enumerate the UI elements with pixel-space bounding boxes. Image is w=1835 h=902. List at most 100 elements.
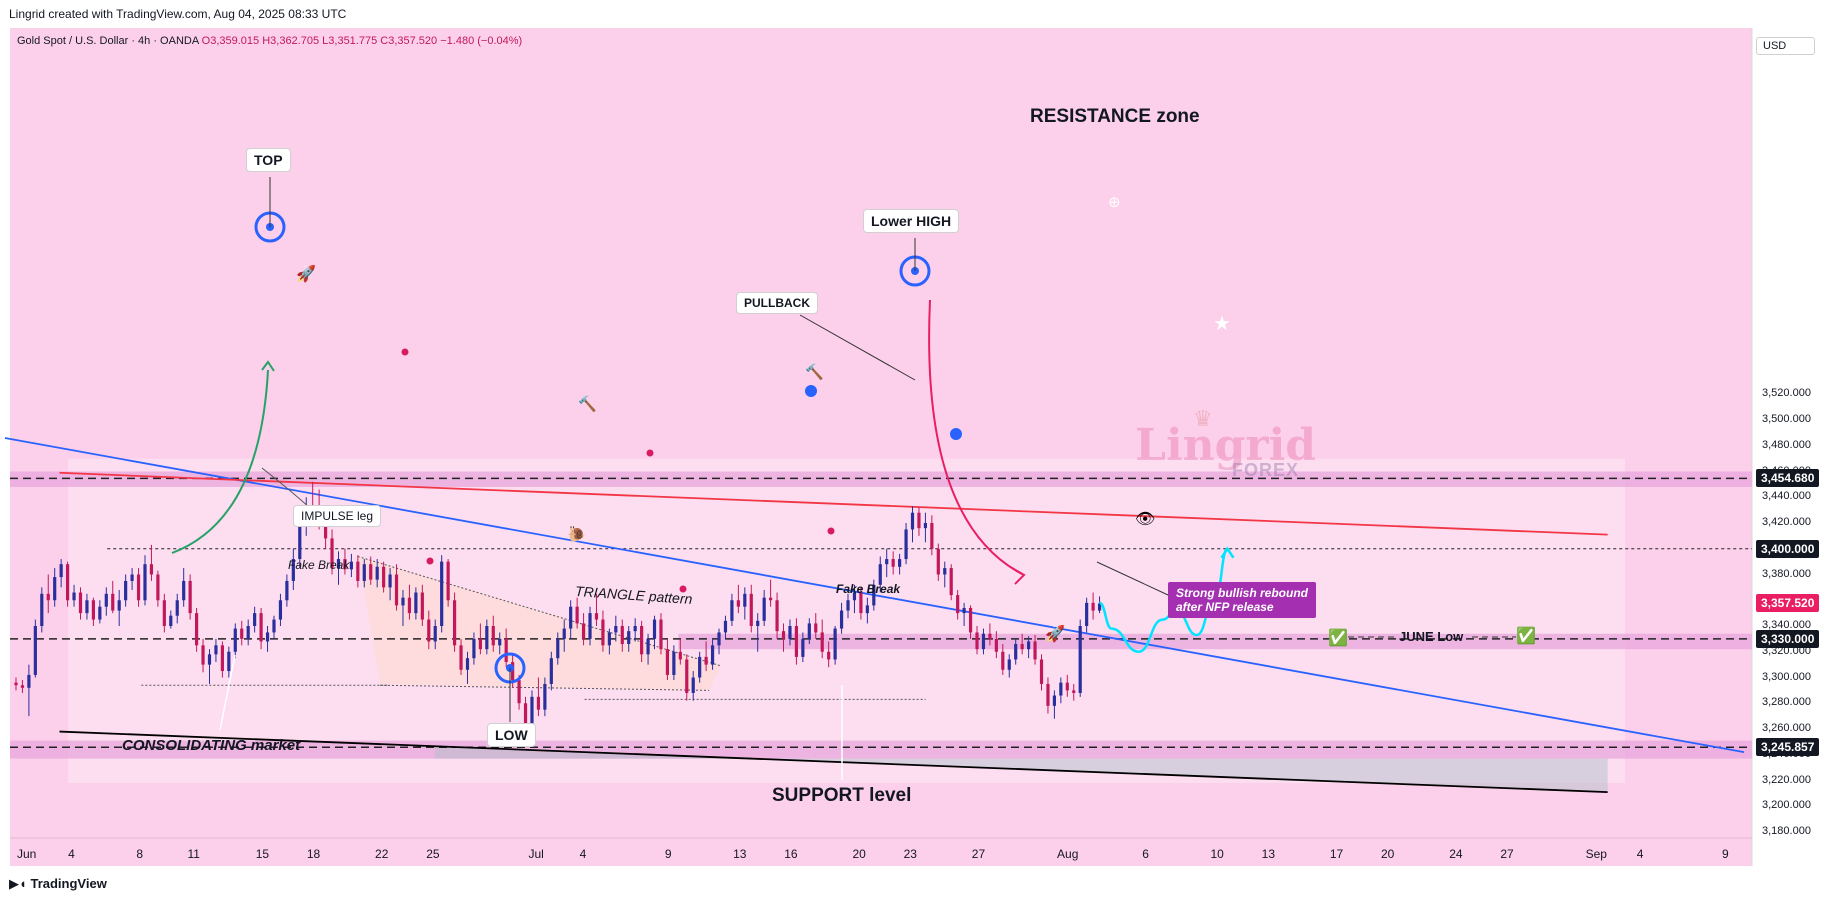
lingrid-watermark: Lingrid (1135, 420, 1317, 471)
x-tick-label: 9 (1722, 847, 1729, 861)
candle (704, 641, 708, 672)
candle (962, 602, 966, 626)
impulse-arrowhead (261, 360, 275, 372)
x-tick-label: 4 (579, 847, 587, 861)
tradingview-logo-icon: ▶◖ (9, 876, 31, 891)
currency-button[interactable]: USD (1756, 37, 1816, 55)
candle (14, 677, 18, 691)
candle (891, 551, 895, 575)
x-tick-label: 25 (426, 847, 440, 861)
candle (594, 593, 599, 626)
candle (749, 584, 753, 633)
candle (627, 626, 631, 652)
candle (536, 677, 541, 717)
candle (420, 584, 424, 626)
trend-touch-dot (805, 385, 817, 397)
tradingview-logo: ▶◖ TradingView (9, 876, 107, 892)
candle (1085, 597, 1089, 633)
x-tick-label: 15 (255, 847, 270, 861)
y-tick-label: 3,520.000 (1762, 387, 1811, 400)
candle (562, 619, 566, 652)
y-tick-label: 3,200.000 (1762, 799, 1811, 812)
impulse-arrow (171, 369, 269, 554)
candle (794, 618, 799, 665)
candle (227, 646, 231, 678)
candle (72, 584, 76, 607)
trend-touch-dot (950, 428, 962, 440)
candle (278, 593, 283, 626)
ohlc-low: L3,351.775 (322, 35, 378, 47)
x-tick-label: 23 (903, 847, 917, 861)
y-tick-label: 3,380.000 (1762, 567, 1811, 580)
nfp-rebound-note: Strong bullish rebound after NFP release (1168, 582, 1316, 618)
candle (756, 613, 760, 652)
candle (994, 631, 998, 659)
candle (1046, 677, 1050, 714)
forex-watermark: FOREX (1232, 460, 1300, 480)
candle (1027, 636, 1031, 659)
candle (272, 615, 276, 639)
candle (143, 555, 147, 606)
candle (710, 638, 715, 670)
candle (433, 619, 437, 650)
candle (472, 632, 476, 665)
pullback-connector (799, 314, 916, 381)
black-trendline[interactable] (59, 730, 1608, 793)
top-bar: Lingrid created with TradingView.com, Au… (0, 0, 1835, 28)
x-tick-label: 27 (1500, 847, 1514, 861)
x-tick-label: 6 (1142, 847, 1149, 861)
candle (846, 593, 850, 619)
resistance-zone-label: RESISTANCE zone (1030, 106, 1200, 127)
hammer-icon-2: 🔨 (805, 364, 824, 381)
candle (59, 559, 63, 588)
candle (504, 628, 508, 668)
x-tick-label: 13 (1261, 847, 1275, 861)
candle (607, 628, 611, 655)
pullback-label: PULLBACK (736, 292, 818, 314)
candle (898, 553, 902, 575)
candle (343, 548, 347, 575)
candle (478, 623, 482, 655)
candle (285, 574, 289, 607)
candle (98, 600, 102, 624)
candle (149, 544, 154, 581)
candle (91, 597, 95, 626)
candle (923, 512, 928, 543)
snail-icon: 🐌 (567, 526, 586, 543)
candle (640, 620, 644, 663)
candle (1078, 619, 1082, 697)
candle (220, 641, 224, 678)
candle (130, 568, 134, 590)
plot-background (10, 28, 1752, 866)
candle (633, 618, 637, 642)
candle (182, 568, 186, 607)
candle (801, 632, 805, 663)
candle (698, 651, 702, 683)
candle (581, 613, 586, 646)
candle (259, 607, 263, 650)
tradingview-brand: TradingView (30, 876, 107, 891)
candle (878, 556, 882, 593)
candle (194, 607, 199, 652)
candle (485, 619, 489, 655)
candle (162, 593, 166, 633)
red-trendline[interactable] (59, 471, 1608, 536)
candle (369, 556, 373, 585)
pivot-dot (426, 557, 434, 565)
eye-icon: 👁 (1135, 511, 1156, 528)
ohlc-change: −1.480 (−0.04%) (440, 35, 523, 47)
nfp-note-line-2: after NFP release (1176, 600, 1274, 614)
candle (717, 628, 721, 655)
ohlc-high: H3,362.705 (262, 35, 320, 47)
impulse-leg-label: IMPULSE leg (293, 505, 382, 527)
x-tick-label: 4 (1636, 847, 1644, 861)
x-tick-label: Aug (1057, 847, 1079, 861)
candle (207, 649, 212, 684)
candle (388, 568, 392, 601)
candle (833, 626, 837, 665)
candle (936, 543, 940, 581)
candle (1072, 683, 1076, 701)
top-label: TOP (246, 148, 291, 172)
candle (356, 555, 360, 588)
